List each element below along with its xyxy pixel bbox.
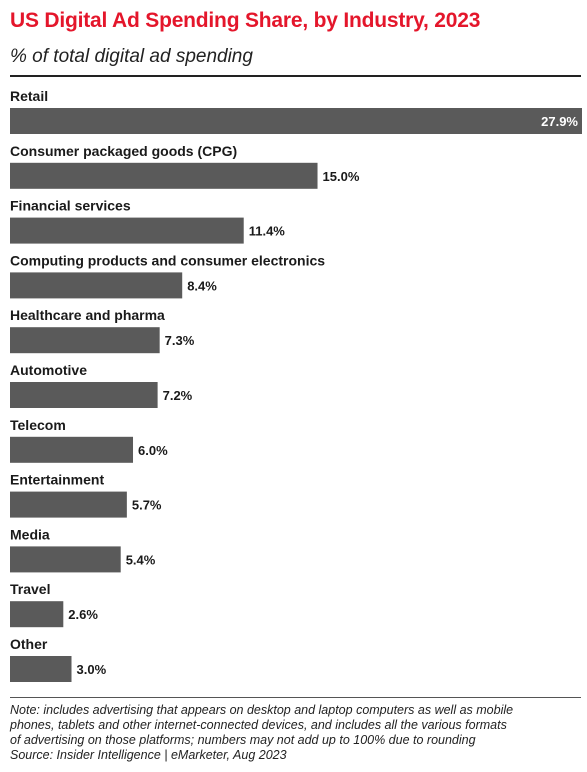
category-label-automotive: Automotive (10, 362, 87, 378)
value-label-consumer-packaged-goods-cpg: 15.0% (323, 169, 360, 184)
bar-healthcare-and-pharma (10, 327, 160, 354)
bar-computing-products-and-consumer-electronics (10, 272, 183, 299)
source-line: Source: Insider Intelligence | eMarketer… (10, 748, 287, 762)
value-label-automotive: 7.2% (163, 388, 193, 403)
category-label-other: Other (10, 636, 48, 652)
value-label-travel: 2.6% (68, 607, 98, 622)
bar-travel (10, 601, 64, 628)
value-label-other: 3.0% (77, 662, 107, 677)
top-divider (10, 75, 581, 77)
category-label-computing-products-and-consumer-electronics: Computing products and consumer electron… (10, 252, 325, 268)
value-label-media: 5.4% (126, 552, 156, 567)
category-label-media: Media (10, 526, 50, 542)
category-label-healthcare-and-pharma: Healthcare and pharma (10, 307, 165, 323)
bar-media (10, 546, 121, 573)
value-label-entertainment: 5.7% (132, 498, 162, 513)
bar-retail (10, 108, 582, 134)
bar-financial-services (10, 217, 244, 244)
chart-subtitle: % of total digital ad spending (10, 46, 253, 67)
category-label-financial-services: Financial services (10, 198, 131, 214)
bar-other (10, 656, 72, 682)
value-label-telecom: 6.0% (138, 443, 168, 458)
category-label-travel: Travel (10, 581, 50, 597)
category-label-telecom: Telecom (10, 417, 66, 433)
value-label-financial-services: 11.4% (249, 224, 286, 239)
bar-entertainment (10, 491, 127, 518)
chart-title: US Digital Ad Spending Share, by Industr… (10, 9, 481, 32)
category-label-consumer-packaged-goods-cpg: Consumer packaged goods (CPG) (10, 143, 237, 159)
footnote: Note: includes advertising that appears … (10, 703, 582, 763)
value-label-computing-products-and-consumer-electronics: 8.4% (187, 278, 217, 293)
value-label-retail: 27.9% (541, 114, 578, 129)
note-line: Note: includes advertising that appears … (10, 703, 514, 717)
bottom-divider (10, 697, 581, 698)
note-line: phones, tablets and other internet-conne… (10, 718, 507, 732)
category-label-retail: Retail (10, 88, 48, 104)
bar-telecom (10, 436, 134, 463)
bar-automotive (10, 382, 158, 408)
bar-chart: Retail 27.9% Consumer packaged goods (CPG)… (10, 88, 582, 682)
note-line: of advertising on those platforms; numbe… (10, 733, 476, 747)
bar-consumer-packaged-goods-cpg (10, 162, 318, 189)
category-label-entertainment: Entertainment (10, 472, 104, 488)
value-label-healthcare-and-pharma: 7.3% (165, 333, 195, 348)
